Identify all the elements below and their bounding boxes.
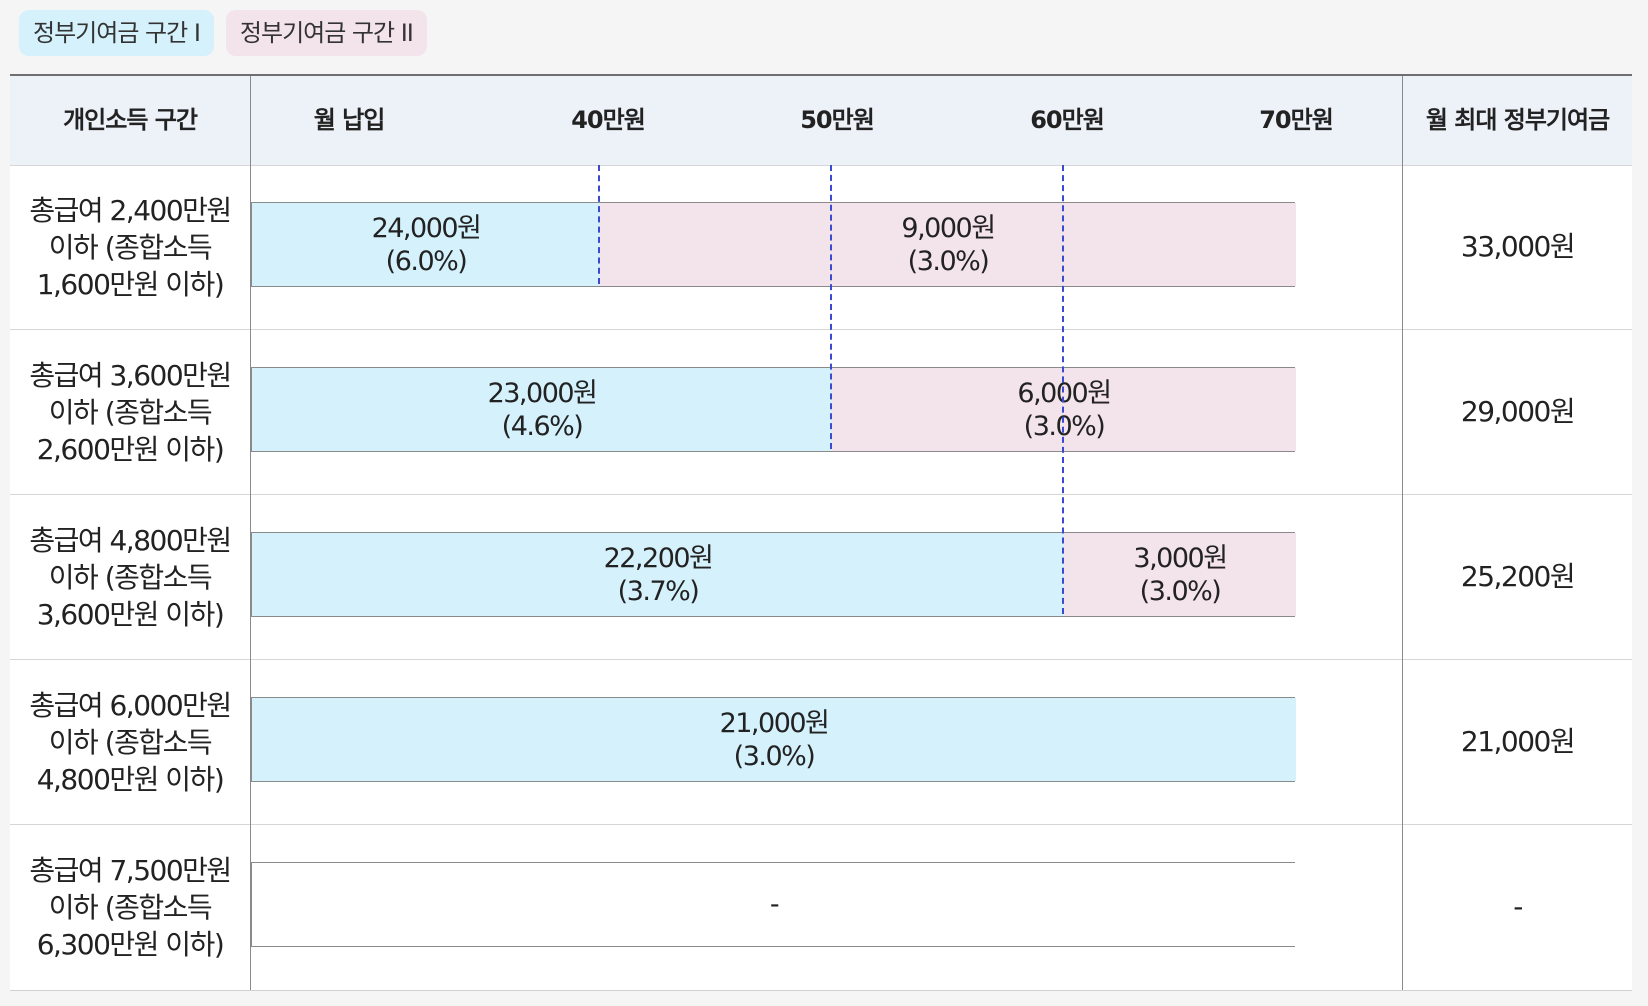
column-divider-right [1402, 76, 1403, 990]
bar-rate-label: (3.0%) [1139, 575, 1222, 607]
income-bracket-text: 총급여 6,000만원 이하 (종합소득 4,800만원 이하) [29, 688, 232, 796]
legend-tier-2: 정부기여금 구간 II [225, 10, 427, 56]
bar-amount-label: 22,200원 [603, 542, 714, 574]
bar-amount-label: 3,000원 [1133, 542, 1228, 574]
row-divider [10, 824, 1632, 825]
income-bracket: 총급여 3,600만원 이하 (종합소득 2,600만원 이하) [10, 330, 250, 494]
bar-tier-1: 22,200원 (3.7%) [252, 533, 1064, 616]
income-bracket-text: 총급여 2,400만원 이하 (종합소득 1,600만원 이하) [29, 193, 232, 301]
table-row: 총급여 4,800만원 이하 (종합소득 3,600만원 이하) 22,200원(… [10, 495, 1632, 659]
tick-guide-line [830, 165, 832, 449]
bar-rate-label: (3.7%) [617, 575, 700, 607]
payment-bar-track: 24,000원 (6.0%) 9,000원 (3.0%) [251, 202, 1296, 287]
max-contribution: 25,200원 [1460, 560, 1576, 593]
header-income: 개인소득 구간 [63, 106, 198, 134]
bar-rate-label: (6.0%) [385, 245, 468, 277]
header-tick-70: 70만원 [1259, 106, 1334, 134]
bar-amount-label: - [769, 889, 780, 920]
max-contribution: 29,000원 [1460, 395, 1576, 428]
income-bracket-text: 총급여 4,800만원 이하 (종합소득 3,600만원 이하) [29, 523, 232, 631]
income-bracket-text: 총급여 7,500만원 이하 (종합소득 6,300만원 이하) [29, 853, 232, 961]
contribution-table: 개인소득 구간 월 납입 40만원 50만원 60만원 70만원 월 최대 정부… [10, 74, 1632, 991]
bar-empty: - [252, 863, 1296, 946]
bar-amount-label: 6,000원 [1017, 377, 1112, 409]
max-contribution: 33,000원 [1460, 230, 1576, 263]
tick-guide-line [598, 165, 600, 284]
header-tick-60: 60만원 [1030, 106, 1105, 134]
bar-rate-label: (3.0%) [1023, 410, 1106, 442]
payment-bar-track: 21,000원 (3.0%) [251, 697, 1296, 782]
max-contribution: - [1513, 890, 1523, 923]
bar-amount-label: 24,000원 [371, 212, 482, 244]
bar-rate-label: (3.0%) [733, 740, 816, 772]
row-divider [10, 329, 1632, 330]
column-divider-left [250, 76, 251, 990]
bar-tier-1: 21,000원 (3.0%) [252, 698, 1296, 781]
header-max: 월 최대 정부기여금 [1425, 106, 1610, 134]
table-row: 총급여 7,500만원 이하 (종합소득 6,300만원 이하) - - [10, 825, 1632, 989]
header-tick-50: 50만원 [800, 106, 875, 134]
bar-tier-1: 24,000원 (6.0%) [252, 203, 600, 286]
bar-tier-2: 9,000원 (3.0%) [600, 203, 1296, 286]
tick-guide-line [1062, 165, 1064, 614]
legend: 정부기여금 구간 I 정부기여금 구간 II [19, 10, 427, 56]
payment-bar-track: 22,200원 (3.7%) 3,000원 (3.0%) [251, 532, 1296, 617]
bar-rate-label: (4.6%) [501, 410, 584, 442]
table-row: 총급여 3,600만원 이하 (종합소득 2,600만원 이하) 23,000원(… [10, 330, 1632, 494]
bar-rate-label: (3.0%) [907, 245, 990, 277]
table-row: 총급여 6,000만원 이하 (종합소득 4,800만원 이하) 21,000원(… [10, 660, 1632, 824]
bar-tier-2: 6,000원 (3.0%) [832, 368, 1296, 451]
income-bracket: 총급여 2,400만원 이하 (종합소득 1,600만원 이하) [10, 165, 250, 329]
max-contribution: 21,000원 [1460, 725, 1576, 758]
header-payment: 월 납입 [313, 106, 386, 134]
bar-tier-1: 23,000원 (4.6%) [252, 368, 832, 451]
table-row: 총급여 2,400만원 이하 (종합소득 1,600만원 이하) 24,000원(… [10, 165, 1632, 329]
income-bracket: 총급여 4,800만원 이하 (종합소득 3,600만원 이하) [10, 495, 250, 659]
bar-amount-label: 23,000원 [487, 377, 598, 409]
row-divider [10, 659, 1632, 660]
bar-amount-label: 21,000원 [719, 707, 830, 739]
row-divider [10, 494, 1632, 495]
income-bracket: 총급여 7,500만원 이하 (종합소득 6,300만원 이하) [10, 825, 250, 989]
payment-bar-track: 23,000원 (4.6%) 6,000원 (3.0%) [251, 367, 1296, 452]
income-bracket: 총급여 6,000만원 이하 (종합소득 4,800만원 이하) [10, 660, 250, 824]
income-bracket-text: 총급여 3,600만원 이하 (종합소득 2,600만원 이하) [29, 358, 232, 466]
bar-tier-2: 3,000원 (3.0%) [1064, 533, 1296, 616]
legend-tier-1: 정부기여금 구간 I [19, 10, 214, 56]
header-tick-40: 40만원 [571, 106, 646, 134]
payment-bar-track: - [251, 862, 1296, 947]
bar-amount-label: 9,000원 [901, 212, 996, 244]
table-header: 개인소득 구간 월 납입 40만원 50만원 60만원 70만원 월 최대 정부… [10, 76, 1632, 166]
